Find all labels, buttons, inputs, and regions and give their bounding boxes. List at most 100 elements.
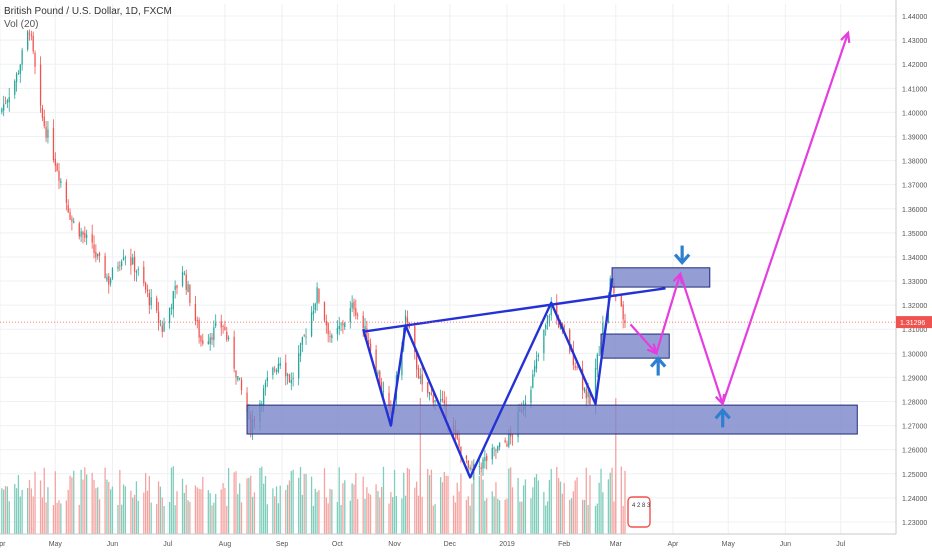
volume-bar: [519, 501, 521, 534]
candle-body: [439, 399, 442, 402]
arrow-up-icon-head: [649, 356, 667, 368]
candle-body: [174, 285, 176, 290]
candle-body: [30, 34, 32, 36]
arrow-down-icon-head: [673, 253, 691, 265]
candle-body: [196, 320, 198, 322]
candle-body: [530, 389, 532, 403]
candle-body: [312, 310, 315, 315]
candle-body: [290, 379, 292, 384]
volume-layer: [1, 398, 626, 534]
volume-bar: [484, 500, 486, 534]
volume-bar: [237, 494, 239, 534]
volume-bar: [106, 479, 108, 534]
volume-bar: [382, 466, 385, 534]
volume-bar: [209, 493, 211, 534]
candle-body: [215, 323, 217, 326]
volume-bar: [274, 496, 276, 534]
candle-body: [286, 374, 289, 376]
candle-body: [327, 323, 329, 335]
volume-bar: [480, 470, 482, 534]
volume-bar: [28, 480, 31, 534]
candle-body: [34, 53, 36, 67]
candle-body: [209, 337, 211, 344]
volume-bar: [301, 494, 303, 534]
volume-bar: [338, 467, 340, 534]
volume-bar: [86, 474, 88, 534]
volume-bar: [298, 477, 300, 534]
candle-body: [548, 316, 551, 318]
y-tick-label: 1.34000: [902, 255, 927, 262]
volume-bar: [486, 498, 488, 534]
candle-body: [491, 447, 493, 460]
volume-bar: [473, 466, 475, 534]
candle-body: [620, 295, 622, 307]
volume-bar: [172, 466, 174, 534]
candle-body: [471, 468, 473, 470]
candle-body: [482, 459, 484, 469]
candle-body: [532, 374, 534, 388]
volume-bar: [600, 468, 602, 534]
volume-bar: [170, 467, 173, 534]
volume-bar: [3, 489, 5, 534]
volume-bar: [95, 488, 97, 534]
volume-bar: [408, 469, 410, 534]
volume-bar: [548, 479, 551, 534]
annotation-lines-layer: [362, 30, 851, 479]
candle-body: [78, 223, 80, 237]
candle-body: [266, 377, 268, 382]
y-tick-label: 1.41000: [902, 86, 927, 93]
volume-bar: [316, 491, 318, 534]
volume-bar: [445, 475, 447, 534]
volume-bar: [226, 505, 228, 534]
candle-body: [163, 322, 165, 332]
candle-body: [137, 269, 139, 271]
volume-bar: [207, 490, 209, 534]
candle-body: [285, 362, 287, 377]
arrows-layer: [649, 245, 731, 428]
candle-body: [622, 304, 624, 320]
volume-bar: [266, 504, 268, 534]
volume-bar: [135, 481, 138, 534]
candle-body: [495, 450, 497, 452]
candle-body: [157, 311, 160, 323]
volume-bar: [17, 475, 20, 534]
candle-body: [469, 467, 471, 470]
candle-body: [344, 323, 346, 328]
volume-bar: [314, 488, 316, 534]
candle-body: [106, 277, 108, 281]
volume-bar: [534, 477, 536, 534]
candle-body: [401, 348, 403, 376]
volume-bar: [469, 505, 471, 534]
volume-bar: [594, 505, 597, 534]
x-tick-label: May: [49, 541, 63, 548]
volume-bar: [576, 477, 578, 534]
volume-bar: [583, 500, 586, 534]
volume-bar: [491, 491, 493, 534]
y-tick-label: 1.32000: [902, 303, 927, 310]
candle-body: [563, 325, 565, 332]
candle-body: [4, 102, 7, 104]
candle-body: [14, 81, 16, 95]
volume-bar: [602, 492, 604, 534]
x-tick-label: Jul: [836, 541, 845, 548]
candle-body: [133, 256, 136, 272]
candle-body: [314, 303, 316, 311]
candle-body: [510, 432, 512, 437]
volume-bar: [443, 472, 445, 534]
volume-bar: [416, 481, 418, 534]
candle-body: [441, 398, 444, 401]
x-tick-label: Jul: [163, 541, 172, 548]
volume-bar: [353, 484, 355, 534]
volume-bar: [622, 505, 624, 534]
volume-bar: [368, 493, 370, 534]
candle-body: [220, 321, 222, 328]
volume-bar: [550, 468, 552, 534]
candle-body: [181, 271, 184, 287]
candle-body: [602, 322, 604, 343]
y-tick-label: 1.27000: [902, 424, 927, 431]
volume-bar: [119, 469, 121, 534]
candle-body: [15, 73, 18, 83]
volume-bar: [130, 490, 132, 534]
y-tick-label: 1.33000: [902, 279, 927, 286]
